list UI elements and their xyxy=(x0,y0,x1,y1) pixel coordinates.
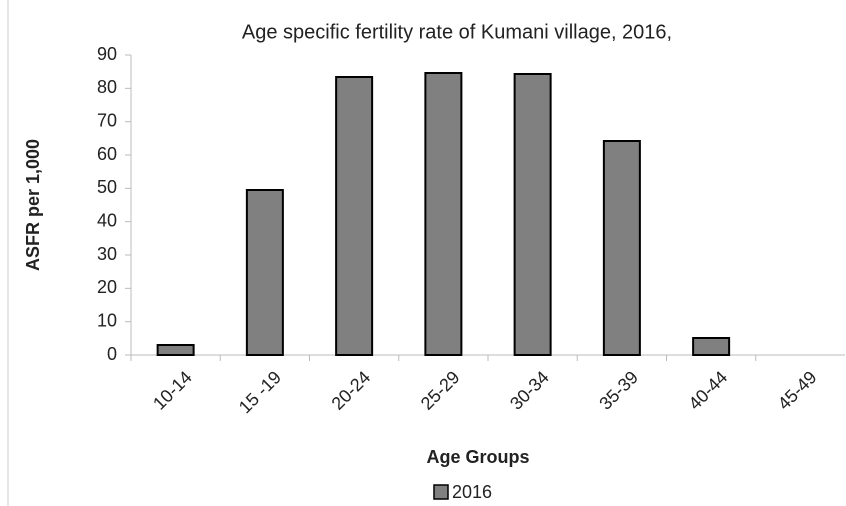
bar xyxy=(424,72,463,356)
bar xyxy=(602,140,641,356)
chart-title: Age specific fertility rate of Kumani vi… xyxy=(242,21,672,43)
y-tick-label: 30 xyxy=(97,244,117,264)
bar xyxy=(156,344,195,356)
legend-label: 2016 xyxy=(452,482,492,502)
bar xyxy=(335,76,374,356)
y-axis-title: ASFR per 1,000 xyxy=(23,139,43,271)
x-tick-label: 45-49 xyxy=(774,367,821,414)
y-tick-label: 20 xyxy=(97,277,117,297)
bar xyxy=(513,73,552,356)
x-tick-label: 10-14 xyxy=(149,367,196,414)
bar xyxy=(692,337,731,356)
y-tick-label: 50 xyxy=(97,177,117,197)
y-tick-label: 80 xyxy=(97,77,117,97)
x-axis-title: Age Groups xyxy=(426,447,529,467)
y-tick-label: 70 xyxy=(97,110,117,130)
x-tick-label: 35-39 xyxy=(595,367,642,414)
x-tick-label: 20-24 xyxy=(328,367,375,414)
y-tick-label: 0 xyxy=(107,344,117,364)
x-tick-label: 25-29 xyxy=(417,367,464,414)
legend-swatch xyxy=(433,484,449,500)
bar xyxy=(245,189,284,356)
y-tick-label: 90 xyxy=(97,44,117,64)
x-tick-label: 30-34 xyxy=(506,367,553,414)
x-tick-label: 15 -19 xyxy=(235,367,285,417)
x-tick-label: 40-44 xyxy=(685,367,732,414)
y-tick-label: 40 xyxy=(97,210,117,230)
y-tick-label: 60 xyxy=(97,144,117,164)
y-tick-label: 10 xyxy=(97,310,117,330)
